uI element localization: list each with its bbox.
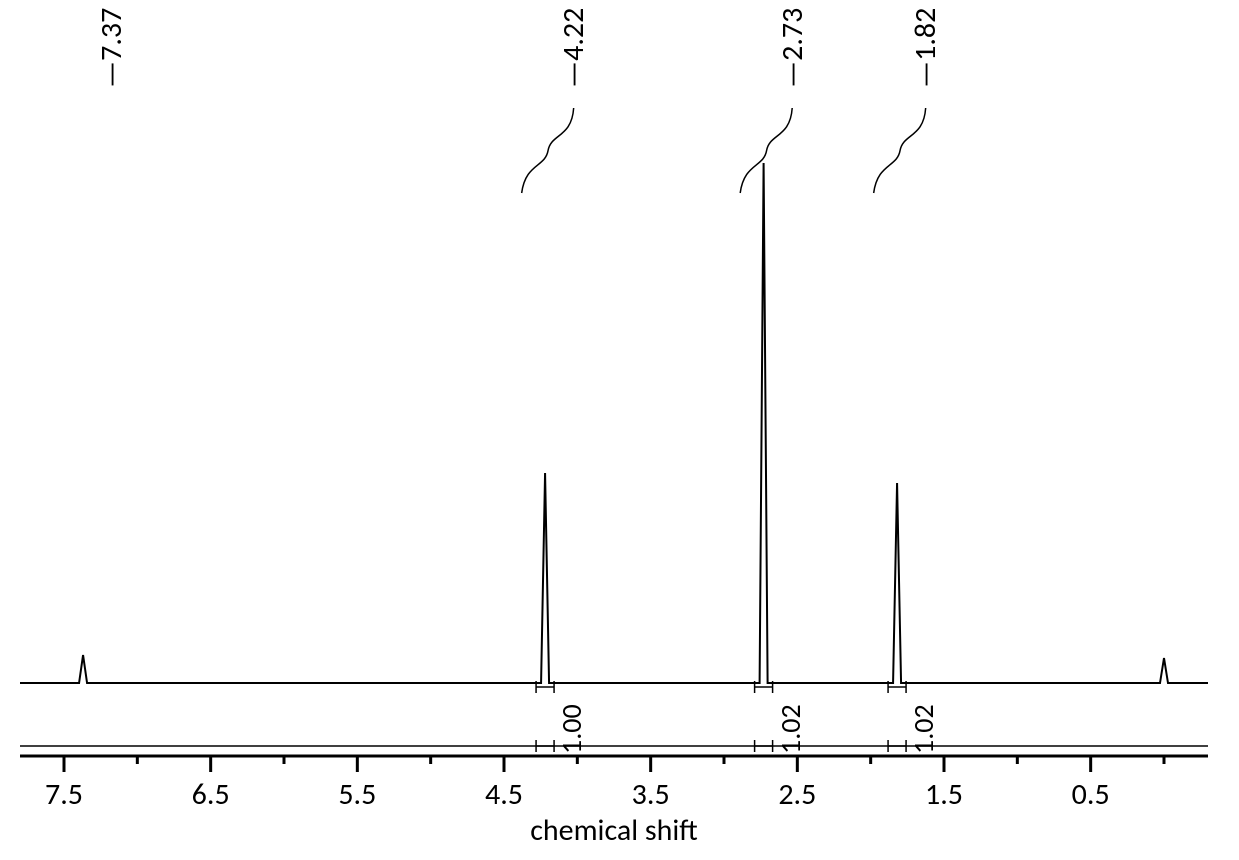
peak-label: —4.22 [555,8,592,88]
integral-label: 1.02 [773,704,808,754]
xaxis-title: chemical shift [530,812,698,849]
xaxis-tick-label: 1.5 [925,776,963,813]
xaxis-tick-label: 7.5 [45,776,83,813]
xaxis-tick-label: 2.5 [778,776,816,813]
peak-label: —2.73 [774,8,811,88]
peak-label: —7.37 [93,8,130,88]
xaxis-tick-label: 0.5 [1072,776,1110,813]
integral-label: 1.00 [554,704,589,754]
nmr-spectrum-chart: 7.5 6.5 5.5 4.5 3.5 2.5 1.5 0.5 chemical shift —7… [0,0,1239,860]
xaxis-tick-label: 3.5 [632,776,670,813]
integral-label: 1.02 [906,704,941,754]
xaxis-tick-label: 5.5 [338,776,376,813]
spectrum-svg [0,0,1239,860]
xaxis-tick-label: 6.5 [192,776,230,813]
peak-label: —1.82 [907,8,944,88]
xaxis-tick-label: 4.5 [485,776,523,813]
